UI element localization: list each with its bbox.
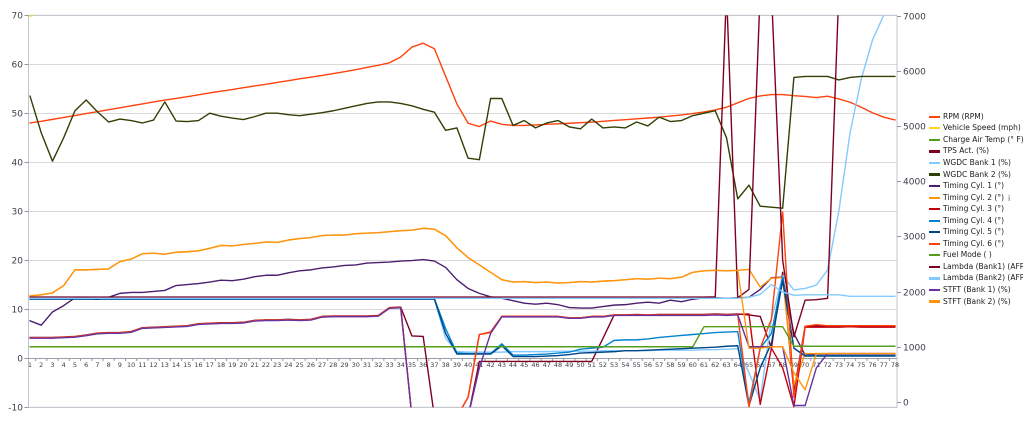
legend-swatch (929, 242, 940, 245)
legend-swatch (929, 254, 940, 257)
legend-item-label: Lambda (Bank1) (AFR) (943, 261, 1023, 271)
stray-text: i (1008, 194, 1011, 203)
legend-swatch (929, 277, 940, 280)
legend-swatch (929, 161, 940, 165)
legend-item: Fuel Mode ( ) (929, 250, 1023, 262)
legend-item-label: WGDC Bank 2 (%) (943, 169, 1011, 179)
legend-swatch (929, 208, 940, 211)
legend-item-label: STFT (Bank 1) (%) (943, 284, 1011, 294)
legend-item-label: TPS Act. (%) (943, 146, 990, 156)
legend-swatch (929, 265, 940, 268)
legend-item-label: Timing Cyl. 2 (°) (943, 192, 1005, 202)
legend-swatch (929, 184, 940, 188)
legend-swatch (929, 150, 940, 153)
legend-item-label: Charge Air Temp (° F) (943, 134, 1023, 144)
legend-item: STFT (Bank 2) (%) (929, 296, 1023, 308)
legend-item: Timing Cyl. 4 (°) (929, 215, 1023, 227)
legend-swatch (929, 288, 940, 292)
legend-item-label: Vehicle Speed (mph) (943, 123, 1021, 133)
legend-item: Timing Cyl. 6 (°) (929, 238, 1023, 250)
legend-item-label: Timing Cyl. 4 (°) (943, 215, 1005, 225)
legend-item-label: WGDC Bank 1 (%) (943, 157, 1011, 167)
legend-swatch (929, 127, 940, 130)
legend: RPM (RPM) Vehicle Speed (mph) Charge Air T… (929, 111, 1023, 307)
legend-item: Charge Air Temp (° F) (929, 134, 1023, 146)
legend-item: STFT (Bank 1) (%) (929, 284, 1023, 296)
legend-item-label: RPM (RPM) (943, 111, 984, 121)
legend-item: RPM (RPM) (929, 111, 1023, 123)
legend-item: WGDC Bank 1 (%) (929, 157, 1023, 169)
legend-swatch (929, 219, 940, 222)
legend-swatch (929, 115, 940, 118)
legend-swatch (929, 300, 940, 303)
legend-item: Vehicle Speed (mph) (929, 123, 1023, 135)
legend-item: Lambda (Bank2) (AFR) (929, 273, 1023, 285)
legend-item: Timing Cyl. 3 (°) (929, 203, 1023, 215)
legend-swatch (929, 231, 940, 234)
legend-item: Timing Cyl. 1 (°) (929, 180, 1023, 192)
legend-item-label: Timing Cyl. 3 (°) (943, 204, 1005, 214)
legend-item: Timing Cyl. 2 (°) (929, 192, 1023, 204)
legend-item: Lambda (Bank1) (AFR) (929, 261, 1023, 273)
legend-item-label: STFT (Bank 2) (%) (943, 296, 1011, 306)
legend-swatch (929, 138, 940, 141)
legend-item-label: Timing Cyl. 1 (°) (943, 181, 1005, 191)
legend-swatch (929, 196, 940, 199)
legend-item-label: Fuel Mode ( ) (943, 250, 992, 260)
legend-swatch (929, 173, 940, 176)
legend-item: TPS Act. (%) (929, 146, 1023, 158)
legend-item: Timing Cyl. 5 (°) (929, 226, 1023, 238)
legend-item-label: Timing Cyl. 5 (°) (943, 227, 1005, 237)
legend-item-label: Timing Cyl. 6 (°) (943, 238, 1005, 248)
legend-item-label: Lambda (Bank2) (AFR) (943, 273, 1023, 283)
legend-item: WGDC Bank 2 (%) (929, 169, 1023, 181)
